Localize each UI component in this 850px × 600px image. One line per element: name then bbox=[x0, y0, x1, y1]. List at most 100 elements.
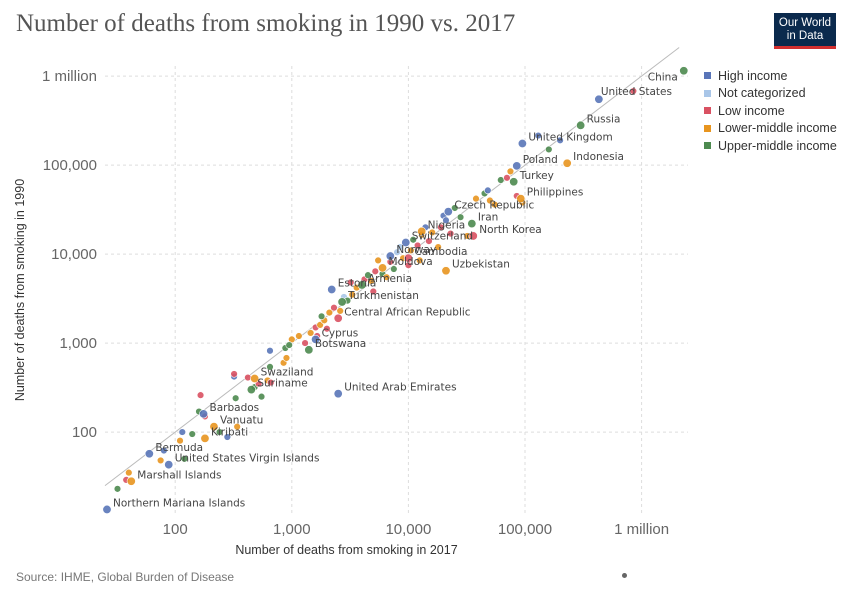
data-point[interactable] bbox=[442, 216, 450, 224]
data-point[interactable] bbox=[337, 297, 347, 307]
data-point[interactable] bbox=[304, 345, 314, 355]
data-point[interactable] bbox=[382, 273, 391, 281]
data-point[interactable] bbox=[385, 251, 395, 261]
legend-item-not-categorized[interactable]: Not categorized bbox=[704, 85, 837, 103]
data-point[interactable] bbox=[316, 321, 324, 329]
data-point[interactable] bbox=[267, 378, 275, 387]
owid-logo[interactable]: Our World in Data bbox=[774, 13, 836, 49]
legend-item-high-income[interactable]: High income bbox=[704, 67, 837, 85]
data-point[interactable] bbox=[451, 204, 459, 212]
data-point[interactable] bbox=[390, 265, 398, 273]
data-point[interactable] bbox=[506, 167, 515, 176]
data-point[interactable] bbox=[443, 207, 453, 217]
legend-item-low-income[interactable]: Low income bbox=[704, 102, 837, 120]
data-point[interactable] bbox=[144, 449, 154, 459]
data-point[interactable] bbox=[160, 446, 168, 455]
data-point[interactable] bbox=[113, 485, 122, 493]
data-point[interactable] bbox=[434, 243, 442, 251]
data-point[interactable] bbox=[250, 373, 260, 383]
data-point[interactable] bbox=[516, 194, 526, 204]
data-point[interactable] bbox=[472, 194, 480, 203]
data-point[interactable] bbox=[512, 161, 522, 171]
data-point[interactable] bbox=[306, 329, 315, 337]
data-point[interactable] bbox=[417, 226, 427, 236]
data-point[interactable] bbox=[556, 136, 564, 145]
data-point[interactable] bbox=[407, 246, 415, 255]
data-point[interactable] bbox=[257, 392, 266, 401]
data-point[interactable] bbox=[456, 213, 465, 221]
data-point[interactable] bbox=[327, 285, 337, 295]
data-point[interactable] bbox=[364, 271, 372, 279]
data-point[interactable] bbox=[517, 138, 527, 148]
data-point[interactable] bbox=[285, 341, 293, 349]
timeline-dot[interactable] bbox=[622, 573, 627, 578]
data-point[interactable] bbox=[484, 186, 492, 195]
data-point[interactable] bbox=[545, 145, 553, 154]
data-point[interactable] bbox=[403, 253, 413, 263]
data-point[interactable] bbox=[295, 332, 303, 340]
legend-item-upper-middle-income[interactable]: Upper-middle income bbox=[704, 137, 837, 155]
data-point[interactable] bbox=[223, 433, 232, 441]
data-point[interactable] bbox=[317, 312, 326, 320]
data-point[interactable] bbox=[468, 231, 478, 241]
data-point[interactable] bbox=[311, 334, 321, 344]
data-point[interactable] bbox=[491, 200, 499, 209]
data-point[interactable] bbox=[378, 263, 388, 273]
data-point[interactable] bbox=[196, 391, 205, 399]
data-point[interactable] bbox=[323, 325, 331, 333]
data-point[interactable] bbox=[357, 280, 367, 290]
data-point[interactable] bbox=[446, 229, 455, 238]
data-point[interactable] bbox=[333, 389, 343, 399]
data-point[interactable] bbox=[534, 131, 542, 140]
data-point[interactable] bbox=[413, 241, 422, 250]
data-point[interactable] bbox=[156, 456, 165, 465]
data-point[interactable] bbox=[348, 290, 356, 299]
data-point[interactable] bbox=[246, 385, 256, 395]
data-point[interactable] bbox=[301, 339, 309, 347]
data-point[interactable] bbox=[371, 267, 379, 276]
data-point[interactable] bbox=[629, 87, 638, 95]
data-point[interactable] bbox=[282, 354, 291, 362]
data-point[interactable] bbox=[679, 66, 689, 76]
data-point[interactable] bbox=[409, 236, 417, 244]
legend-item-lower-middle-income[interactable]: Lower-middle income bbox=[704, 120, 837, 138]
data-point[interactable] bbox=[178, 428, 186, 436]
data-point[interactable] bbox=[437, 223, 445, 232]
data-point[interactable] bbox=[425, 237, 433, 245]
data-point[interactable] bbox=[231, 394, 240, 402]
data-point[interactable] bbox=[509, 177, 519, 187]
data-point[interactable] bbox=[266, 347, 274, 355]
data-point[interactable] bbox=[233, 422, 241, 431]
data-point[interactable] bbox=[497, 176, 505, 184]
data-point[interactable] bbox=[594, 94, 604, 104]
data-point[interactable] bbox=[415, 256, 424, 265]
data-point[interactable] bbox=[503, 174, 511, 182]
data-point[interactable] bbox=[325, 308, 334, 317]
data-point[interactable] bbox=[428, 228, 436, 237]
data-point[interactable] bbox=[367, 277, 375, 285]
data-point[interactable] bbox=[347, 278, 355, 287]
data-point[interactable] bbox=[209, 422, 219, 432]
data-point[interactable] bbox=[467, 219, 477, 229]
data-point[interactable] bbox=[562, 158, 572, 168]
data-point[interactable] bbox=[180, 455, 189, 463]
data-point[interactable] bbox=[336, 307, 344, 315]
data-point[interactable] bbox=[200, 433, 210, 443]
data-point[interactable] bbox=[230, 370, 238, 378]
data-point[interactable] bbox=[266, 363, 274, 371]
data-point[interactable] bbox=[199, 409, 209, 419]
data-point[interactable] bbox=[486, 196, 494, 205]
data-point[interactable] bbox=[374, 256, 382, 265]
data-point[interactable] bbox=[330, 303, 338, 312]
data-point[interactable] bbox=[333, 313, 343, 323]
data-point[interactable] bbox=[369, 287, 378, 296]
data-point[interactable] bbox=[102, 504, 112, 514]
data-point[interactable] bbox=[176, 436, 184, 445]
data-point[interactable] bbox=[576, 120, 586, 130]
data-point[interactable] bbox=[401, 238, 411, 248]
data-point[interactable] bbox=[126, 476, 136, 486]
data-point[interactable] bbox=[125, 468, 133, 477]
data-point[interactable] bbox=[215, 428, 224, 436]
data-point[interactable] bbox=[396, 243, 404, 251]
data-point[interactable] bbox=[164, 460, 174, 470]
